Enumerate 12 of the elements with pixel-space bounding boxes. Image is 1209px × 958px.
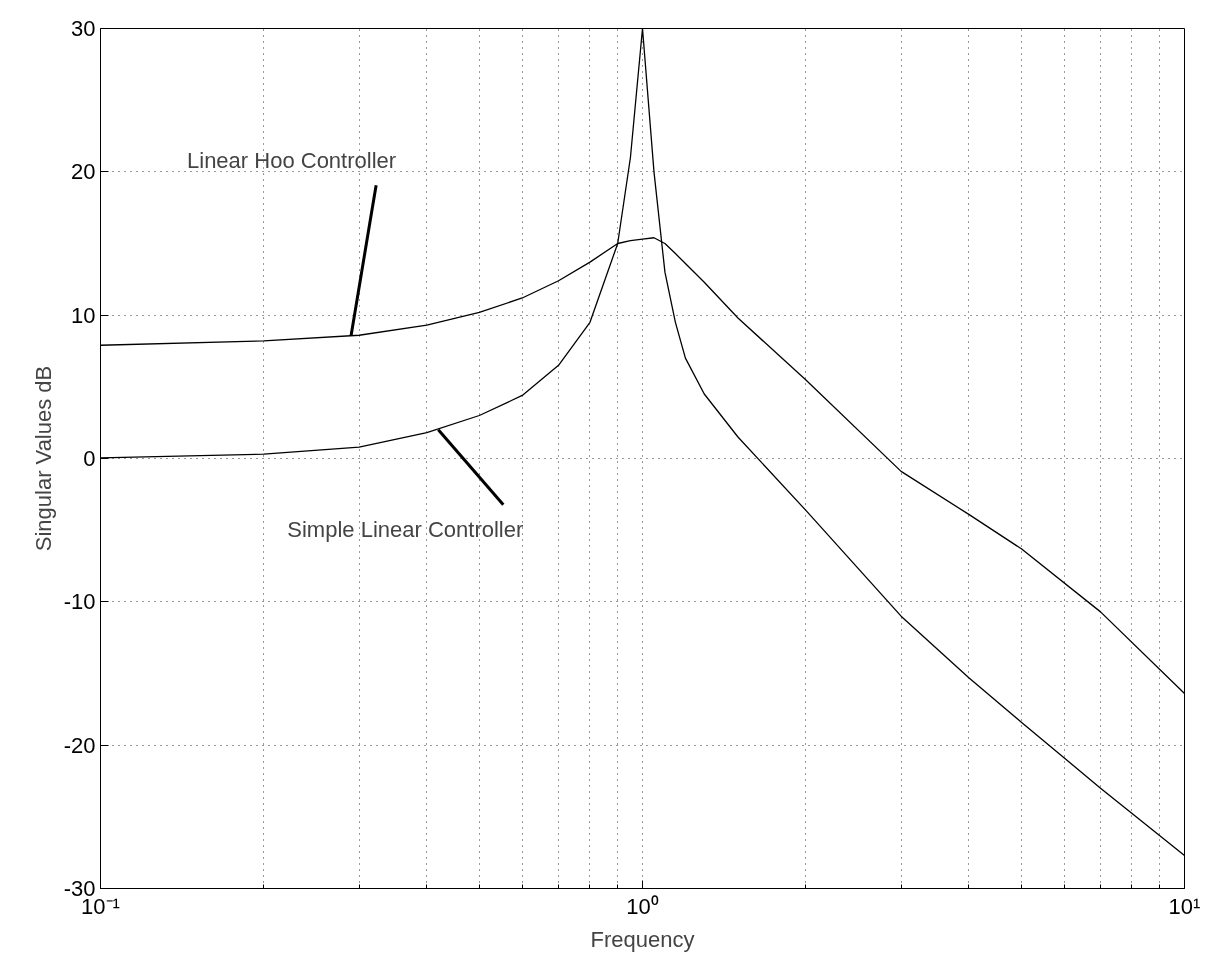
x-tick-label: 10⁰ [626, 893, 659, 919]
y-tick-label: -20 [63, 732, 96, 758]
y-tick-label: 20 [71, 159, 96, 185]
y-tick-label: 10 [71, 302, 96, 328]
annotation: Linear Hoo Controller [187, 148, 397, 174]
y-axis-title: Singular Values dB [30, 365, 56, 552]
annotation: Simple Linear Controller [287, 516, 524, 542]
x-axis-title: Frequency [590, 926, 695, 952]
y-tick-label: 30 [71, 16, 96, 41]
x-tick-label: 10¹ [1168, 893, 1201, 919]
y-tick-label: 0 [83, 446, 96, 471]
y-tick-label: -10 [63, 589, 96, 615]
